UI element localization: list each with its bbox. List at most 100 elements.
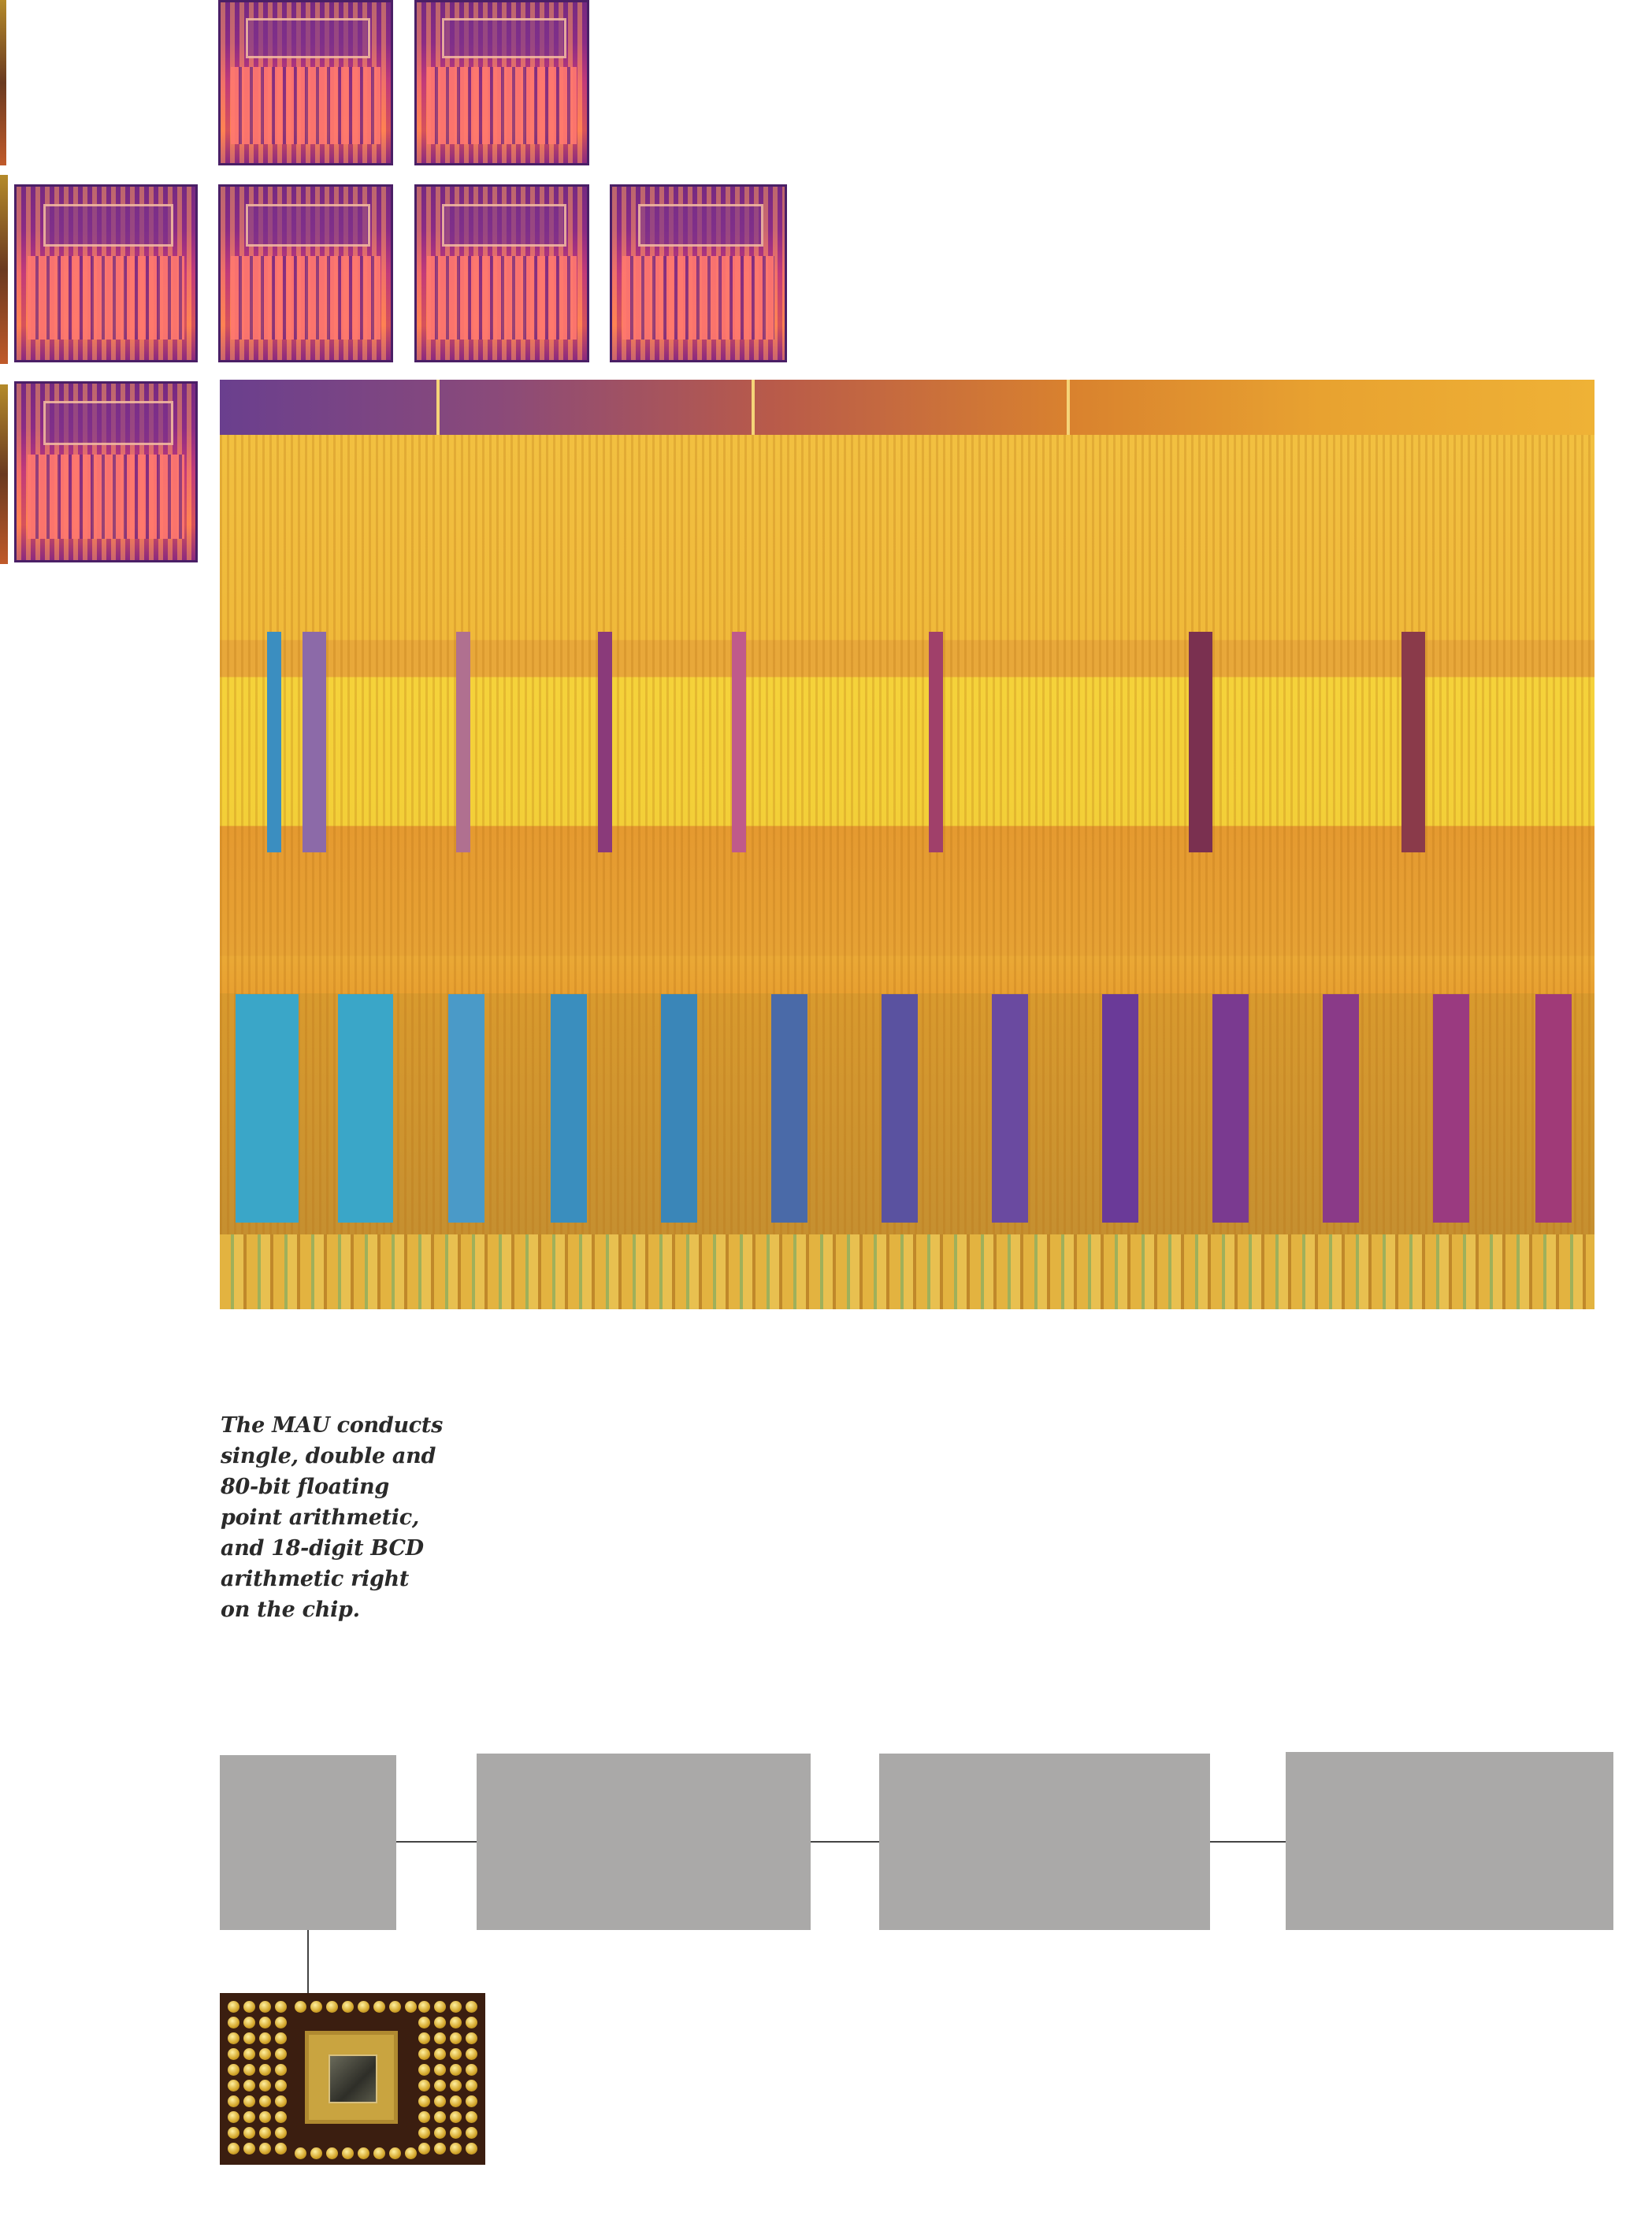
package-pin	[373, 2001, 385, 2013]
package-pin	[358, 2147, 369, 2159]
package-pin	[466, 2064, 477, 2076]
package-pin	[228, 2111, 239, 2123]
package-pin	[228, 2001, 239, 2013]
package-pin	[434, 2048, 446, 2060]
diagram-box-4	[1286, 1752, 1613, 1930]
die-column	[732, 632, 746, 852]
die-column	[1189, 632, 1212, 852]
package-pin	[228, 2095, 239, 2107]
package-pin	[243, 2048, 255, 2060]
package-pin	[450, 2143, 462, 2155]
package-pin	[418, 2048, 430, 2060]
package-pin	[259, 2032, 271, 2044]
diagram-box-2	[477, 1754, 811, 1930]
package-pin	[275, 2001, 287, 2013]
chip-die-micrograph	[220, 380, 1594, 1309]
package-pin	[434, 2111, 446, 2123]
die-lower-cell	[882, 994, 918, 1223]
caption-line: single, double and	[221, 1444, 436, 1468]
package-pin	[466, 2095, 477, 2107]
package-pin	[450, 2001, 462, 2013]
package-pin	[466, 2143, 477, 2155]
package-pin	[259, 2111, 271, 2123]
page-edge-strip-top	[0, 0, 6, 165]
package-pin	[389, 2147, 401, 2159]
connector-line	[307, 1930, 309, 1993]
die-column	[1401, 632, 1425, 852]
package-pin	[466, 2048, 477, 2060]
package-pin	[358, 2001, 369, 2013]
package-pin	[389, 2001, 401, 2013]
figure-caption: The MAU conducts single, double and 80-b…	[221, 1410, 473, 1625]
package-pin	[418, 2095, 430, 2107]
package-pin	[466, 2080, 477, 2092]
package-pin	[228, 2080, 239, 2092]
die-lower-cell	[661, 994, 697, 1223]
chip-package	[220, 1993, 485, 2165]
caption-line: and 18-digit BCD	[221, 1536, 424, 1561]
die-tile-1	[218, 0, 393, 165]
package-pin	[418, 2111, 430, 2123]
package-pin	[466, 2127, 477, 2139]
package-pin	[434, 2143, 446, 2155]
die-tile-3	[14, 184, 198, 362]
die-lower-cell	[1323, 994, 1359, 1223]
package-pin	[310, 2001, 322, 2013]
package-pin	[434, 2095, 446, 2107]
package-pin	[243, 2001, 255, 2013]
package-pin	[434, 2001, 446, 2013]
die-lower-cell	[448, 994, 484, 1223]
package-pin	[466, 2017, 477, 2028]
die-column	[929, 632, 943, 852]
package-pin	[275, 2064, 287, 2076]
die-lower-cell	[551, 994, 587, 1223]
caption-line: on the chip.	[221, 1598, 360, 1622]
package-pin	[418, 2127, 430, 2139]
package-pin	[243, 2143, 255, 2155]
package-die-cavity	[305, 2031, 398, 2124]
package-pin	[228, 2017, 239, 2028]
package-pin	[259, 2127, 271, 2139]
package-pin	[418, 2001, 430, 2013]
package-pin	[418, 2080, 430, 2092]
package-pin	[342, 2147, 354, 2159]
package-pin	[405, 2147, 417, 2159]
package-pin	[275, 2080, 287, 2092]
package-pin	[228, 2032, 239, 2044]
package-pin	[434, 2127, 446, 2139]
package-pin	[228, 2048, 239, 2060]
die-band-divider	[436, 380, 440, 435]
package-pin	[310, 2147, 322, 2159]
package-pin	[418, 2032, 430, 2044]
package-pin	[450, 2080, 462, 2092]
die-tile-6	[610, 184, 787, 362]
die-lower-cell	[771, 994, 807, 1223]
diagram-box-1	[220, 1755, 396, 1930]
package-pin	[405, 2001, 417, 2013]
die-tile-4	[218, 184, 393, 362]
package-pin	[259, 2080, 271, 2092]
die-lower-cell	[1102, 994, 1138, 1223]
package-pin	[259, 2017, 271, 2028]
package-pin	[275, 2032, 287, 2044]
package-pin	[275, 2127, 287, 2139]
die-band-divider	[1067, 380, 1070, 435]
die-lower-cell	[1433, 994, 1469, 1223]
caption-line: The MAU conducts	[221, 1413, 443, 1438]
package-pin	[243, 2064, 255, 2076]
package-pin	[434, 2080, 446, 2092]
package-pin	[259, 2048, 271, 2060]
die-lower-cell	[1212, 994, 1249, 1223]
package-pin	[275, 2143, 287, 2155]
package-pin	[295, 2147, 306, 2159]
package-pin	[259, 2064, 271, 2076]
die-column	[267, 632, 281, 852]
package-pin	[275, 2111, 287, 2123]
package-die	[329, 2054, 377, 2103]
die-tile-2	[414, 0, 589, 165]
package-pin	[326, 2001, 338, 2013]
package-pin	[326, 2147, 338, 2159]
die-tile-7	[14, 381, 198, 562]
package-pin	[275, 2095, 287, 2107]
package-pin	[275, 2048, 287, 2060]
